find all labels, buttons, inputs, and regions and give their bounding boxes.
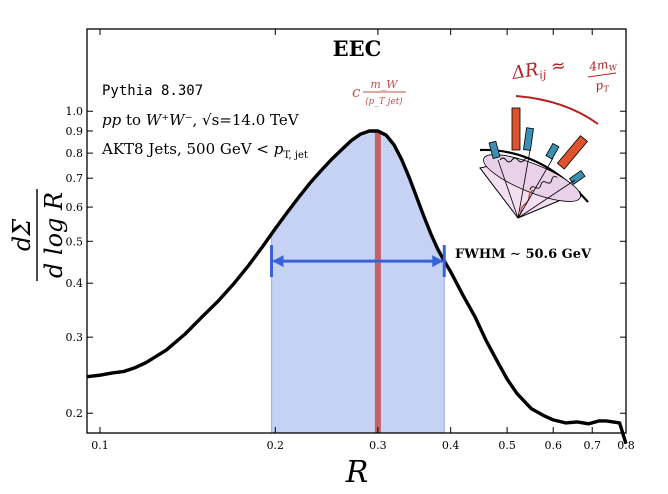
- delta-r-denominator: pT: [594, 77, 610, 95]
- y-axis-label-numerator: dΣ: [8, 218, 36, 251]
- delta-r-num-text: 4m: [587, 57, 609, 74]
- peak-label-c: c: [352, 83, 361, 101]
- process-label: pp to W⁺W⁻, √s=14.0 TeV: [102, 111, 300, 129]
- process-ww: W⁺W⁻: [146, 111, 193, 129]
- delta-r-label: ΔRij ≈ 4mW pT: [510, 55, 619, 95]
- delta-r-arc: [515, 95, 599, 125]
- jet-cartoon: ΔRij ≈ 4mW pT: [479, 55, 619, 219]
- jet-label: AKT8 Jets, 500 GeV < pT, jet: [101, 140, 308, 161]
- x-tick-label: 0.4: [442, 439, 460, 452]
- generator-label: Pythia 8.307: [102, 83, 203, 99]
- delta-r-sub: ij: [538, 68, 547, 82]
- y-tick-label: 0.5: [66, 235, 84, 248]
- plot-frame: [86, 28, 627, 434]
- x-tick-label: 0.8: [617, 439, 635, 452]
- peak-label-numerator: m_W: [370, 78, 399, 91]
- tower-blue-2: [523, 127, 534, 151]
- peak-label: c m_W ⟨p_T jet⟩: [352, 78, 406, 107]
- jet-lines: [497, 149, 576, 219]
- fwhm-band: [271, 131, 445, 433]
- chart-title: EEC: [333, 36, 382, 61]
- y-tick-label: 0.9: [66, 125, 84, 138]
- y-tick-label: 0.6: [66, 201, 84, 214]
- tower-red-1: [511, 107, 521, 151]
- process-energy: , √s=14.0 TeV: [193, 111, 300, 129]
- tower-blue-3: [545, 142, 560, 160]
- fwhm-label: FWHM ∼ 50.6 GeV: [455, 247, 592, 262]
- y-tick-label: 0.2: [66, 407, 84, 420]
- fwhm-arrowhead-left: [272, 255, 284, 268]
- plot-area: [86, 129, 628, 445]
- jet-label-sub: T, jet: [283, 150, 308, 161]
- delta-r-den-text: p: [594, 78, 604, 93]
- y-tick-label: 0.7: [66, 172, 84, 185]
- tower-red-2: [556, 135, 588, 170]
- delta-r-numerator: 4mW: [587, 56, 618, 76]
- y-axis-label: dΣ d log R: [8, 189, 68, 281]
- delta-r-approx: ≈: [544, 55, 568, 79]
- y-tick-label: 0.4: [66, 277, 84, 290]
- process-pp: pp: [102, 111, 122, 129]
- y-tick-label: 0.3: [66, 331, 84, 344]
- x-tick-label: 0.6: [544, 439, 562, 452]
- delta-r-lhs: ΔRij ≈: [510, 55, 568, 86]
- x-tick-label: 0.7: [583, 439, 601, 452]
- peak-label-denominator: ⟨p_T jet⟩: [365, 97, 403, 107]
- delta-r-text: ΔR: [510, 59, 541, 84]
- delta-r-num-sub: W: [608, 63, 618, 73]
- x-tick-label: 0.1: [91, 439, 109, 452]
- x-tick-label: 0.3: [369, 439, 387, 452]
- jet-cone-cap: [483, 154, 581, 202]
- y-axis-label-denominator: d log R: [40, 192, 68, 278]
- fwhm-arrowhead-right: [432, 255, 444, 268]
- gluon-spring-2: [529, 176, 558, 191]
- tower-blue-1: [488, 140, 501, 159]
- x-axis-label: R: [345, 455, 369, 490]
- y-tick-label: 0.8: [66, 147, 84, 160]
- x-tick-label: 0.5: [498, 439, 516, 452]
- eec-curve: [86, 129, 628, 445]
- x-tick-label: 0.2: [267, 439, 285, 452]
- y-tick-label: 1.0: [66, 105, 84, 118]
- process-to: to: [121, 111, 146, 129]
- jet-label-pt: p: [274, 140, 284, 158]
- delta-r-bar: [587, 72, 617, 78]
- delta-r-den-sub: T: [603, 84, 610, 94]
- axis-ticks: 0.1 0.2 0.3 0.4 0.5 0.6 0.7 0.8 0.2 0.3 0.4 0.5 0.6 0…: [66, 29, 635, 452]
- jet-label-main: AKT8 Jets, 500 GeV <: [101, 140, 274, 158]
- gluon-spring-1: [499, 157, 531, 163]
